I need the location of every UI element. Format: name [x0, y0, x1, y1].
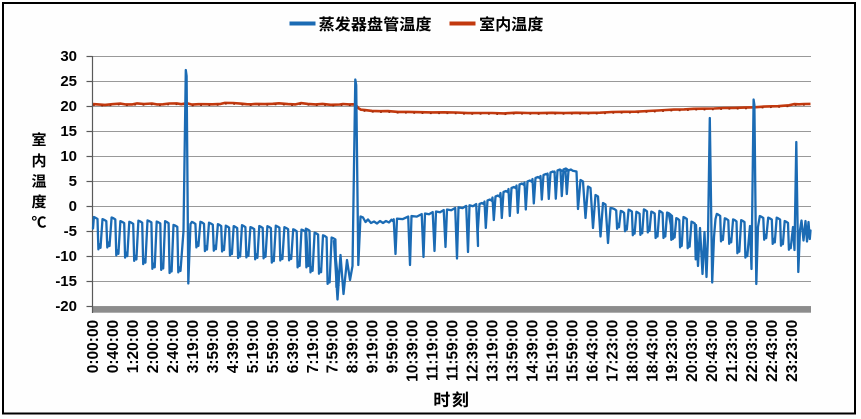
svg-text:22:43:00: 22:43:00 — [764, 320, 781, 382]
svg-text:25: 25 — [60, 73, 77, 90]
svg-text:30: 30 — [60, 48, 77, 65]
svg-text:0:00:00: 0:00:00 — [85, 320, 102, 373]
svg-text:7:59:00: 7:59:00 — [325, 320, 342, 373]
svg-text:23:23:00: 23:23:00 — [784, 320, 801, 382]
svg-text:-20: -20 — [55, 298, 77, 315]
svg-text:16:43:00: 16:43:00 — [584, 320, 601, 382]
svg-text:17:23:00: 17:23:00 — [604, 320, 621, 382]
svg-text:13:59:00: 13:59:00 — [505, 320, 522, 382]
svg-text:10: 10 — [60, 148, 77, 165]
svg-text:-5: -5 — [64, 223, 77, 240]
svg-text:0: 0 — [69, 198, 77, 215]
svg-text:0:40:00: 0:40:00 — [105, 320, 122, 373]
svg-text:12:39:00: 12:39:00 — [465, 320, 482, 382]
svg-text:1:20:00: 1:20:00 — [125, 320, 142, 373]
svg-text:20:03:00: 20:03:00 — [684, 320, 701, 382]
svg-text:21:23:00: 21:23:00 — [724, 320, 741, 382]
svg-text:14:39:00: 14:39:00 — [524, 320, 541, 382]
svg-text:19:23:00: 19:23:00 — [664, 320, 681, 382]
svg-text:20:43:00: 20:43:00 — [704, 320, 721, 382]
svg-text:9:19:00: 9:19:00 — [365, 320, 382, 373]
svg-text:5:59:00: 5:59:00 — [265, 320, 282, 373]
svg-text:2:00:00: 2:00:00 — [145, 320, 162, 373]
svg-text:11:19:00: 11:19:00 — [425, 320, 442, 381]
svg-text:18:43:00: 18:43:00 — [644, 320, 661, 382]
svg-text:15: 15 — [60, 123, 77, 140]
svg-text:3:19:00: 3:19:00 — [185, 320, 202, 373]
svg-text:13:19:00: 13:19:00 — [485, 320, 502, 382]
svg-text:11:59:00: 11:59:00 — [445, 320, 462, 381]
svg-text:4:39:00: 4:39:00 — [225, 320, 242, 373]
svg-text:5:19:00: 5:19:00 — [245, 320, 262, 373]
svg-text:9:59:00: 9:59:00 — [385, 320, 402, 373]
svg-text:8:39:00: 8:39:00 — [345, 320, 362, 373]
svg-text:-10: -10 — [55, 248, 77, 265]
svg-text:20: 20 — [60, 98, 77, 115]
svg-text:10:39:00: 10:39:00 — [405, 320, 422, 382]
svg-text:15:19:00: 15:19:00 — [544, 320, 561, 382]
svg-text:15:59:00: 15:59:00 — [564, 320, 581, 382]
svg-text:5: 5 — [69, 173, 77, 190]
svg-text:2:40:00: 2:40:00 — [165, 320, 182, 373]
svg-text:22:03:00: 22:03:00 — [744, 320, 761, 382]
svg-text:7:19:00: 7:19:00 — [305, 320, 322, 373]
svg-text:18:03:00: 18:03:00 — [624, 320, 641, 382]
svg-text:3:59:00: 3:59:00 — [205, 320, 222, 373]
svg-text:-15: -15 — [55, 273, 77, 290]
svg-text:6:39:00: 6:39:00 — [285, 320, 302, 373]
